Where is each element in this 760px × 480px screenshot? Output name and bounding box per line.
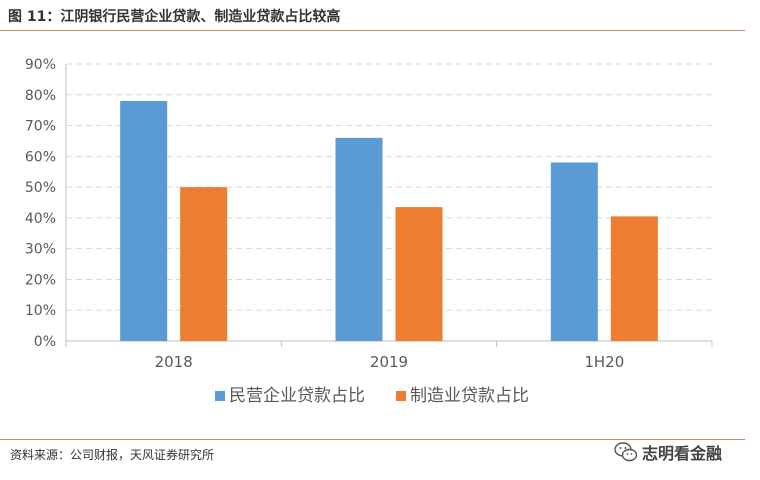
figure-title: 图 11：江阴银行民营企业贷款、制造业贷款占比较高 (8, 9, 341, 25)
x-tick-label: 2019 (370, 353, 408, 371)
legend-label: 制造业贷款占比 (410, 386, 529, 406)
title-divider (0, 30, 745, 31)
legend-swatch (215, 391, 225, 401)
source-divider (0, 439, 745, 440)
y-tick-label: 10% (25, 303, 56, 319)
bar-private-enterprise (550, 162, 598, 341)
watermark-text: 志明看金融 (642, 444, 723, 463)
wechat-icon (614, 442, 638, 462)
x-tick-label: 2018 (155, 353, 193, 371)
y-tick-label: 40% (25, 211, 56, 227)
y-tick-label: 80% (25, 88, 56, 104)
bar-manufacturing (610, 216, 658, 341)
y-tick-label: 70% (25, 119, 56, 135)
x-tick-label: 1H20 (584, 353, 624, 371)
y-tick-label: 20% (25, 272, 56, 288)
y-tick-label: 30% (25, 242, 56, 258)
watermark: 志明看金融 (614, 440, 722, 464)
legend-swatch (396, 391, 406, 401)
legend-label: 民营企业贷款占比 (229, 386, 365, 406)
bar-chart: 0% 10% 20% 30% 40% 50% 60% 70% 80% 90% 2018 2019 1H2… (25, 57, 713, 406)
y-tick-label: 0% (34, 334, 56, 350)
y-tick-label: 50% (25, 180, 56, 196)
bar-manufacturing (395, 207, 443, 341)
y-tick-label: 90% (25, 57, 56, 73)
bar-private-enterprise (335, 137, 383, 341)
bar-private-enterprise (120, 100, 168, 341)
y-tick-label: 60% (25, 149, 56, 165)
source-note: 资料来源：公司财报，天风证券研究所 (10, 448, 215, 462)
bar-manufacturing (180, 187, 228, 341)
